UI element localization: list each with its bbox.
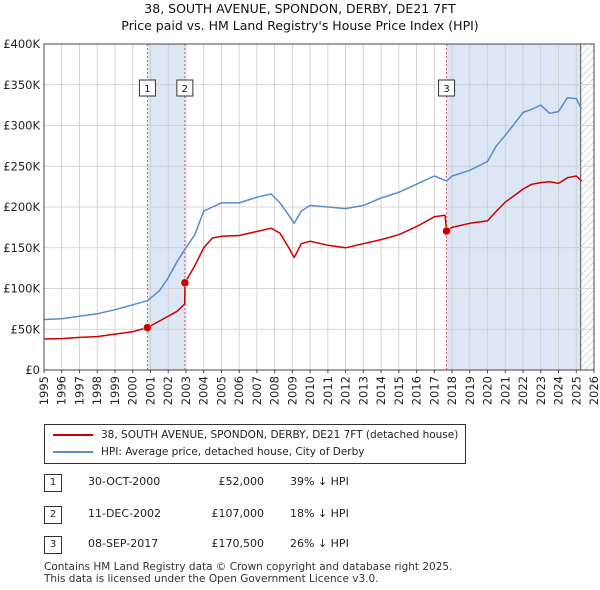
footer-copyright: Contains HM Land Registry data © Crown c… [44, 561, 453, 573]
plot-frame [43, 43, 595, 371]
x-tick-label: 2018 [445, 376, 459, 405]
sale-row: 2 11-DEC-2002 £107,000 18% ↓ HPI [44, 505, 384, 525]
x-tick-label: 2024 [552, 376, 566, 405]
x-tick-label: 2021 [498, 376, 512, 405]
x-tick-label: 2010 [303, 376, 317, 405]
legend-swatch-hpi [53, 451, 93, 453]
y-tick-label: £300K [3, 119, 40, 133]
x-tick-label: 2003 [179, 376, 193, 405]
x-tick-label: 2000 [126, 376, 140, 405]
x-tick-label: 2009 [285, 376, 299, 405]
sale-number-badge: 1 [44, 474, 62, 492]
y-tick-label: £250K [3, 159, 40, 173]
x-tick-label: 1998 [90, 376, 104, 405]
sale-price: £170,500 [211, 537, 265, 550]
chart-legend: 38, SOUTH AVENUE, SPONDON, DERBY, DE21 7… [44, 424, 466, 464]
sale-price: £52,000 [218, 475, 265, 488]
x-tick-label: 1997 [72, 376, 86, 405]
x-tick-label: 2017 [427, 376, 441, 405]
x-tick-label: 1999 [108, 376, 122, 405]
sale-number-badge: 2 [44, 506, 62, 524]
sale-marker-label: 3 [443, 84, 449, 95]
legend-swatch-property [53, 434, 93, 436]
sale-hpi-diff: 18% ↓ HPI [290, 507, 349, 520]
legend-label-hpi: HPI: Average price, detached house, City… [101, 446, 365, 458]
property-price-line [44, 175, 583, 340]
chart-title-address: 38, SOUTH AVENUE, SPONDON, DERBY, DE21 7… [144, 1, 456, 16]
sale-hpi-diff: 39% ↓ HPI [290, 475, 349, 488]
sale-row: 1 30-OCT-2000 £52,000 39% ↓ HPI [44, 473, 384, 493]
footer-licence: This data is licensed under the Open Gov… [44, 573, 379, 585]
x-tick-label: 1995 [37, 376, 51, 405]
sale-marker-label: 1 [144, 84, 150, 95]
y-tick-label: £100K [3, 282, 40, 296]
x-tick-label: 2011 [321, 376, 335, 405]
chart-subtitle: Price paid vs. HM Land Registry's House … [121, 18, 479, 33]
y-tick-label: £400K [3, 37, 40, 51]
y-tick-label: £0 [25, 363, 40, 377]
x-tick-label: 2004 [197, 376, 211, 405]
sale-hpi-diff: 26% ↓ HPI [290, 537, 349, 550]
x-tick-label: 2026 [587, 376, 600, 405]
y-tick-label: £150K [3, 241, 40, 255]
sale-number-badge: 3 [44, 536, 62, 554]
sale-price: £107,000 [211, 507, 265, 520]
sale-point [180, 278, 190, 288]
x-tick-label: 2001 [143, 376, 157, 405]
y-tick-label: £350K [3, 78, 40, 92]
x-tick-label: 2022 [516, 376, 530, 405]
x-tick-label: 2008 [268, 376, 282, 405]
sale-marker-label: 2 [182, 84, 188, 95]
x-tick-label: 2025 [569, 376, 583, 405]
x-tick-label: 2002 [161, 376, 175, 405]
x-tick-label: 2019 [463, 376, 477, 405]
sale-date: 11-DEC-2002 [88, 507, 162, 520]
sale-point [143, 323, 152, 332]
y-tick-label: £200K [3, 200, 40, 214]
sale-date: 30-OCT-2000 [88, 475, 161, 488]
sale-point [442, 226, 451, 236]
x-tick-label: 2014 [374, 376, 388, 405]
x-tick-label: 2006 [232, 376, 246, 405]
sale-marker-box [138, 79, 156, 97]
x-tick-label: 2005 [214, 376, 228, 405]
x-tick-label: 2012 [339, 376, 353, 405]
x-tick-label: 2015 [392, 376, 406, 405]
x-tick-label: 2016 [410, 376, 424, 405]
x-tick-label: 1996 [55, 376, 69, 405]
sale-date: 08-SEP-2017 [88, 537, 159, 550]
hpi-line [44, 97, 583, 321]
y-tick-label: £50K [11, 322, 41, 336]
price-chart: 1 2 3 £0 £50K £100K £150K £200K £250K £300K £350K… [3, 37, 600, 405]
sale-row: 3 08-SEP-2017 £170,500 26% ↓ HPI [44, 535, 384, 555]
x-tick-label: 2023 [534, 376, 548, 405]
x-tick-label: 2007 [250, 376, 264, 405]
sale-marker-box [176, 79, 194, 97]
sale-marker-box [438, 79, 456, 97]
legend-label-property: 38, SOUTH AVENUE, SPONDON, DERBY, DE21 7… [101, 429, 459, 441]
x-tick-label: 2013 [356, 376, 370, 405]
x-tick-label: 2020 [481, 376, 495, 405]
